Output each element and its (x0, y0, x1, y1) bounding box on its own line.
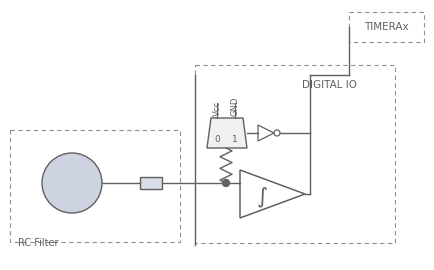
Text: DIGITAL IO: DIGITAL IO (302, 80, 358, 90)
Text: Vcc: Vcc (213, 101, 221, 116)
FancyBboxPatch shape (140, 177, 162, 189)
Circle shape (42, 153, 102, 213)
Circle shape (223, 180, 230, 187)
Text: RC Filter: RC Filter (18, 238, 59, 248)
Text: 0: 0 (214, 136, 220, 144)
Polygon shape (207, 118, 247, 148)
Text: GND: GND (230, 97, 240, 116)
Text: $\int$: $\int$ (256, 186, 268, 210)
Text: 1: 1 (232, 136, 238, 144)
Text: TIMERAx: TIMERAx (364, 22, 408, 32)
